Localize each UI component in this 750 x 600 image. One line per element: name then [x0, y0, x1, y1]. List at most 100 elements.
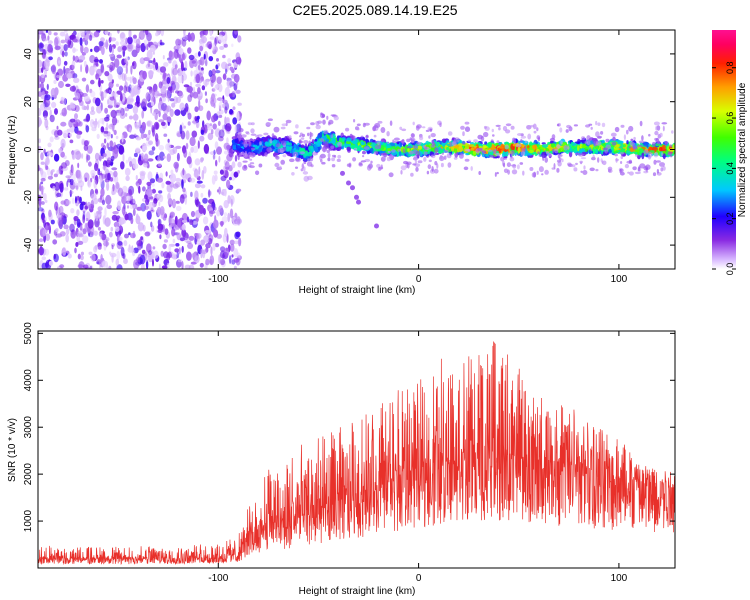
noise-cell	[135, 215, 141, 225]
noise-cell	[201, 249, 208, 255]
halo-cell	[406, 146, 412, 149]
halo-cell	[619, 152, 625, 155]
halo-cell	[565, 129, 569, 133]
noise-cell	[157, 163, 162, 167]
halo-cell	[443, 149, 449, 153]
noise-cell	[211, 68, 216, 76]
noise-cell	[89, 65, 95, 76]
noise-cell	[143, 153, 149, 162]
halo-cell	[643, 170, 649, 174]
noise-cell	[218, 105, 222, 112]
halo-cell	[303, 161, 307, 165]
halo-cell	[575, 162, 578, 166]
noise-cell	[177, 259, 183, 263]
noise-cell	[103, 161, 106, 171]
noise-cell	[71, 165, 74, 173]
halo-cell	[430, 133, 436, 138]
noise-cell	[56, 192, 62, 198]
halo-cell	[240, 151, 245, 156]
halo-cell	[482, 150, 486, 154]
ridge-cell	[264, 142, 270, 145]
noise-cell	[132, 86, 139, 96]
noise-cell	[93, 59, 100, 63]
ridge-cell	[262, 137, 269, 143]
noise-cell	[52, 239, 58, 245]
noise-cell	[41, 73, 45, 79]
halo-cell	[412, 145, 419, 149]
colorbar-tick-label: 0.4	[725, 162, 735, 175]
halo-cell	[615, 158, 619, 162]
noise-cell	[187, 112, 192, 120]
noise-cell	[63, 98, 67, 105]
noise-cell	[195, 214, 201, 218]
noise-cell	[178, 247, 181, 255]
noise-cell	[157, 155, 161, 162]
noise-cell	[48, 30, 52, 36]
noise-cell	[229, 239, 235, 245]
noise-cell	[237, 161, 242, 168]
noise-cell	[100, 63, 105, 73]
noise-cell	[58, 205, 64, 215]
halo-cell	[280, 159, 286, 165]
noise-cell	[164, 228, 169, 236]
noise-cell	[153, 250, 159, 259]
halo-cell	[431, 166, 434, 172]
noise-cell	[180, 130, 186, 140]
noise-cell	[159, 66, 167, 73]
noise-cell	[53, 173, 59, 178]
noise-cell	[141, 249, 146, 255]
noise-cell	[80, 44, 84, 54]
noise-cell	[69, 102, 76, 112]
noise-cell	[172, 238, 176, 244]
noise-cell	[40, 82, 44, 91]
noise-cell	[137, 222, 144, 232]
noise-cell	[54, 130, 59, 138]
noise-cell	[158, 201, 161, 207]
colorbar-label: Normalized spectral amplitude	[737, 82, 748, 217]
noise-cell	[116, 234, 121, 244]
halo-cell	[243, 141, 246, 145]
halo-cell	[536, 170, 539, 175]
noise-cell	[69, 139, 74, 144]
noise-cell	[235, 257, 241, 266]
noise-cell	[107, 73, 113, 82]
noise-cell	[212, 76, 216, 85]
halo-cell	[356, 123, 361, 127]
noise-cell	[144, 231, 151, 237]
noise-cell	[186, 251, 192, 261]
noise-cell	[178, 47, 184, 55]
halo-cell	[464, 121, 470, 125]
noise-cell	[172, 253, 177, 260]
noise-cell	[129, 76, 132, 84]
halo-cell	[302, 171, 309, 175]
noise-cell	[84, 222, 88, 233]
halo-cell	[379, 143, 382, 149]
noise-cell	[212, 242, 216, 251]
noise-cell	[146, 137, 150, 141]
noise-cell	[116, 66, 124, 75]
halo-cell	[559, 154, 563, 157]
noise-cell	[101, 199, 106, 206]
noise-cell	[82, 210, 86, 220]
noise-cell	[39, 245, 43, 256]
noise-cell	[38, 145, 42, 150]
ridge-cell	[517, 146, 521, 154]
noise-cell	[190, 146, 194, 153]
halo-cell	[516, 133, 523, 136]
noise-cell	[53, 79, 57, 84]
halo-cell	[656, 160, 661, 163]
halo-cell	[595, 168, 599, 172]
noise-cell	[90, 79, 95, 85]
noise-cell	[44, 74, 47, 78]
noise-cell	[79, 37, 83, 46]
noise-cell	[152, 246, 156, 250]
noise-cell	[104, 207, 107, 218]
halo-cell	[383, 154, 387, 159]
spectrogram-x-label: Height of straight line (km)	[299, 285, 416, 296]
halo-cell	[249, 165, 255, 169]
halo-cell	[299, 151, 306, 155]
noise-cell	[63, 60, 68, 66]
noise-cell	[110, 226, 114, 232]
noise-cell	[213, 149, 216, 155]
noise-cell	[165, 180, 171, 185]
